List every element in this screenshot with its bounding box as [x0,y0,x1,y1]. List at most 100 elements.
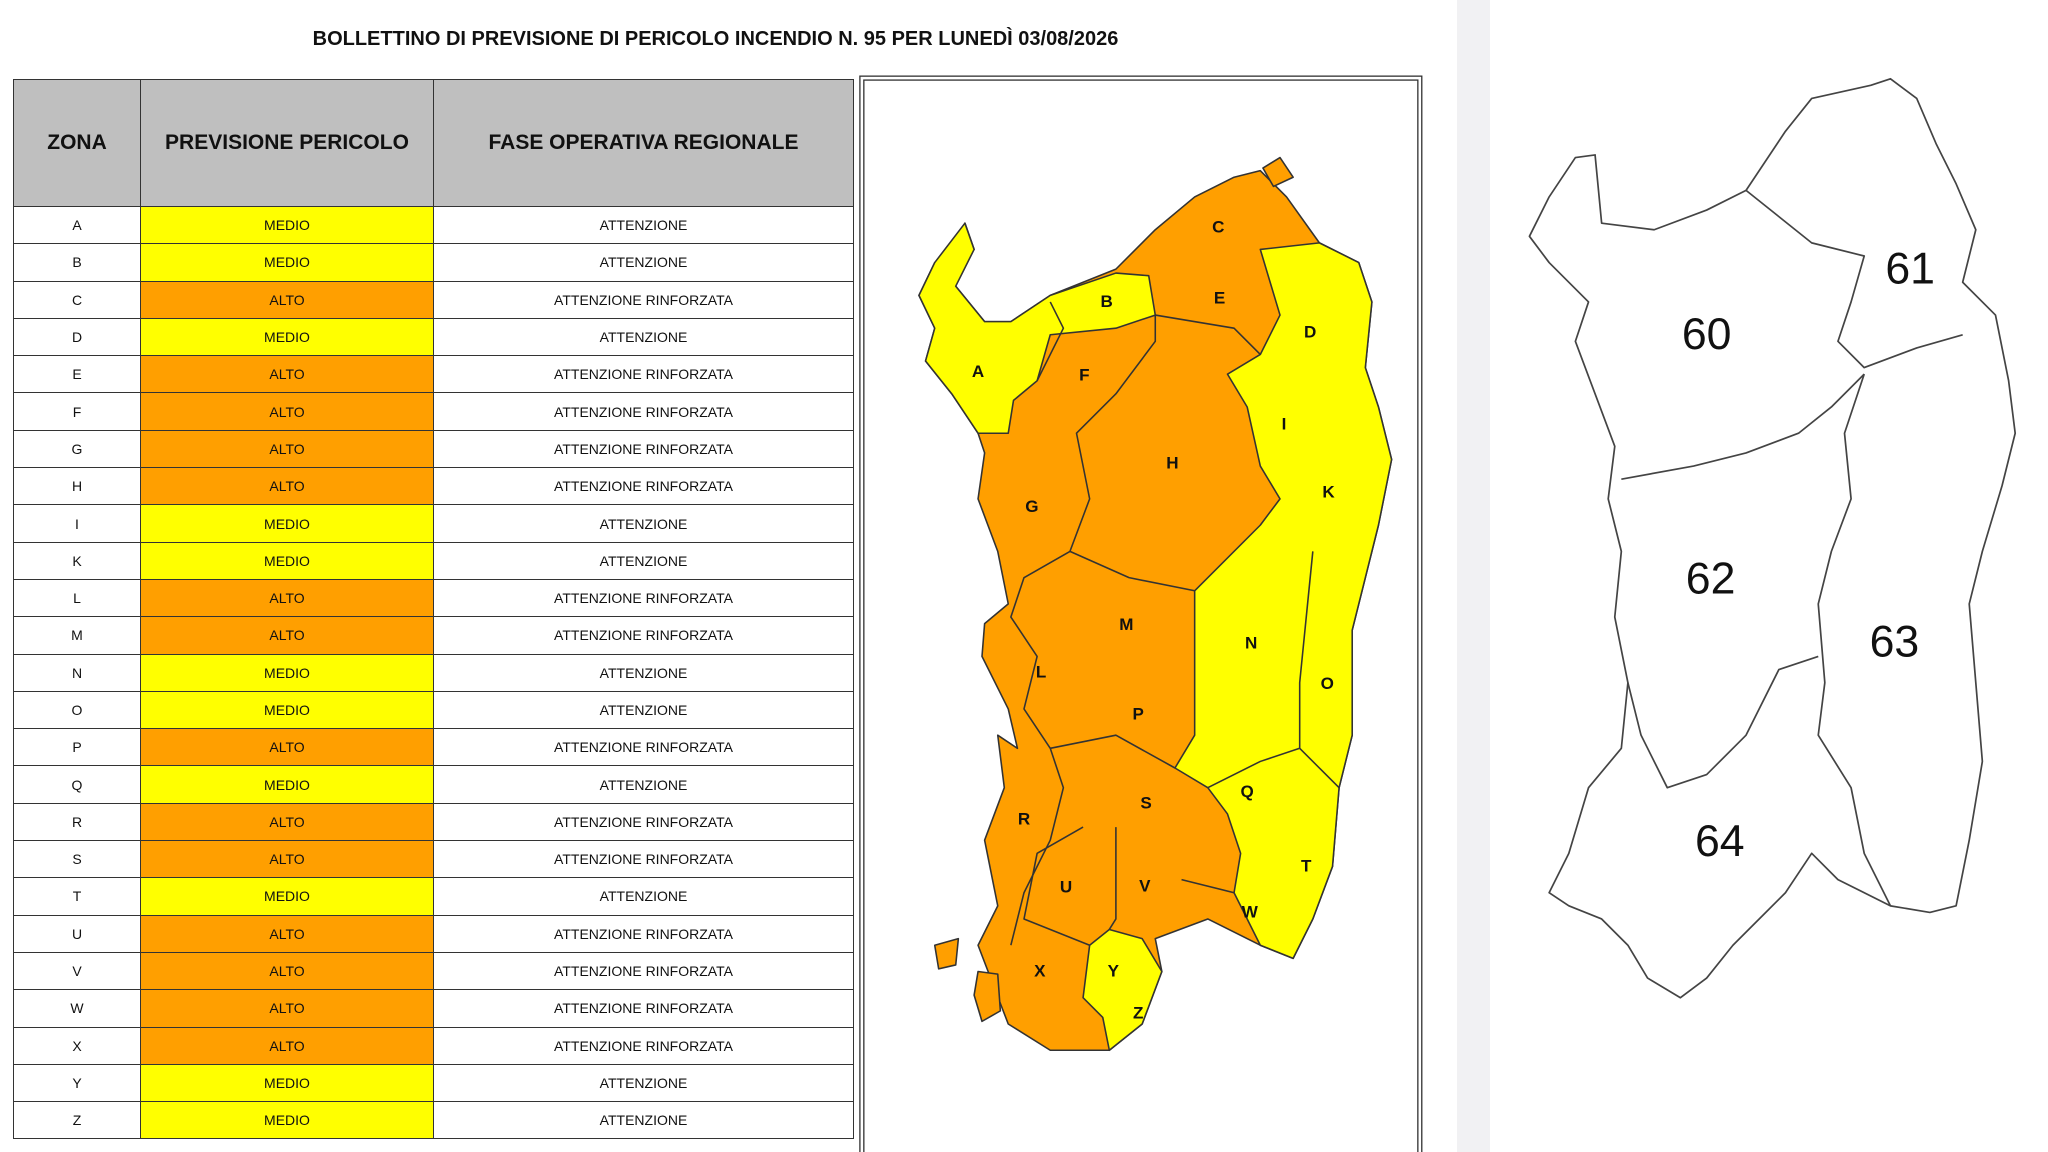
cell-fase: ATTENZIONE RINFORZATA [433,802,854,842]
zone-label: X [1034,962,1046,981]
table-row: G ALTO ATTENZIONE RINFORZATA [13,429,854,469]
cell-previsione: MEDIO [140,317,434,357]
cell-previsione: MEDIO [140,877,434,916]
table-row: K MEDIO ATTENZIONE [13,541,854,580]
cell-fase: ATTENZIONE RINFORZATA [433,1026,854,1065]
zone-label: Y [1108,962,1120,981]
zone-label: G [1025,497,1038,516]
zone-label: D [1304,322,1316,341]
cell-fase: ATTENZIONE RINFORZATA [433,392,854,431]
table-row: I MEDIO ATTENZIONE [13,504,854,543]
cell-previsione: ALTO [140,355,434,394]
table-row: X ALTO ATTENZIONE RINFORZATA [13,1026,854,1065]
cell-previsione: ALTO [140,802,434,842]
cell-zona: O [13,690,141,730]
cell-previsione: ALTO [140,392,434,431]
medio-area [1174,242,1393,960]
cell-fase: ATTENZIONE [433,877,854,916]
zone-border [1010,315,1157,946]
table-row: Y MEDIO ATTENZIONE [13,1063,854,1103]
cell-fase: ATTENZIONE [433,765,854,804]
zone-label: S [1140,794,1151,813]
cell-fase: ATTENZIONE [433,690,854,730]
cell-fase: ATTENZIONE [433,653,854,692]
table-row: N MEDIO ATTENZIONE [13,653,854,692]
zone-label: U [1060,878,1072,897]
table-row: B MEDIO ATTENZIONE [13,243,854,282]
province-border [1627,655,1819,789]
zone-label: V [1139,876,1151,895]
zone-label: Z [1133,1004,1143,1023]
islet [1262,156,1294,188]
cell-fase: ATTENZIONE [433,1063,854,1103]
cell-fase: ATTENZIONE [433,243,854,282]
zone-border [1023,826,1090,946]
cell-fase: ATTENZIONE RINFORZATA [433,280,854,319]
zone-label: F [1079,366,1089,385]
cell-fase: ATTENZIONE RINFORZATA [433,355,854,394]
zone-label: A [972,362,984,381]
table-row: O MEDIO ATTENZIONE [13,690,854,730]
cell-zona: Z [13,1101,141,1140]
province-border [1745,189,1963,369]
zone-label: Q [1241,782,1254,801]
medio-area [1082,928,1163,1052]
table-row: C ALTO ATTENZIONE RINFORZATA [13,280,854,319]
map-frame [863,79,1419,1152]
forecast-table: Z ON A PREVISIONE PERICOLO FASE OPERATIVA … [13,79,854,1140]
table-row: Q MEDIO ATTENZIONE [13,765,854,804]
cell-previsione: MEDIO [140,205,434,245]
cell-previsione: ALTO [140,429,434,469]
cell-fase: ATTENZIONE RINFORZATA [433,429,854,469]
zone-border [1036,301,1065,382]
cell-fase: ATTENZIONE RINFORZATA [433,840,854,879]
cell-zona: F [13,392,141,431]
province-label: 61 [1885,245,1935,294]
table-row: P ALTO ATTENZIONE RINFORZATA [13,728,854,767]
zone-label: W [1242,903,1259,922]
cell-previsione: ALTO [140,914,434,953]
zone-label: M [1119,615,1133,634]
cell-previsione: MEDIO [140,1101,434,1140]
zone-map [918,156,1393,1052]
zone-border [1069,550,1195,592]
zone-label: P [1133,704,1144,723]
province-label: 64 [1695,817,1745,866]
cell-fase: ATTENZIONE RINFORZATA [433,989,854,1028]
zone-label: C [1212,217,1224,236]
table-row: W ALTO ATTENZIONE RINFORZATA [13,989,854,1028]
cell-previsione: MEDIO [140,1063,434,1103]
header-cell: FASE OPERATIVA REGIONALE [433,79,854,207]
zone-border [1207,747,1300,789]
zone-label: R [1018,809,1030,828]
cell-zona: S [13,840,141,879]
zone-border [1181,878,1235,894]
zone-label: O [1321,674,1334,693]
cell-zona: H [13,467,141,506]
province-border [1817,373,1892,907]
cell-previsione: ALTO [140,728,434,767]
province-label: 60 [1682,310,1732,359]
cell-previsione: ALTO [140,1026,434,1065]
title: BOLLETTINO DI PREVISIONE DI PERICOLO INC… [312,28,1119,50]
cell-zona: C [13,280,141,319]
zone-border [1155,314,1261,356]
cell-fase: ATTENZIONE RINFORZATA [433,578,854,618]
cell-fase: ATTENZIONE RINFORZATA [433,616,854,655]
cell-fase: ATTENZIONE RINFORZATA [433,467,854,506]
table-row: E ALTO ATTENZIONE RINFORZATA [13,355,854,394]
cell-zona: D [13,317,141,357]
cell-fase: ATTENZIONE [433,504,854,543]
zone-border [1050,734,1176,769]
table-row: A MEDIO ATTENZIONE [13,205,854,245]
cell-previsione: MEDIO [140,243,434,282]
cell-previsione: MEDIO [140,541,434,580]
table-row: L ALTO ATTENZIONE RINFORZATA [13,578,854,618]
cell-zona: Q [13,765,141,804]
zone-label: N [1245,634,1257,653]
zone-label: B [1101,292,1113,311]
zone-label: E [1214,288,1225,307]
cell-previsione: MEDIO [140,690,434,730]
